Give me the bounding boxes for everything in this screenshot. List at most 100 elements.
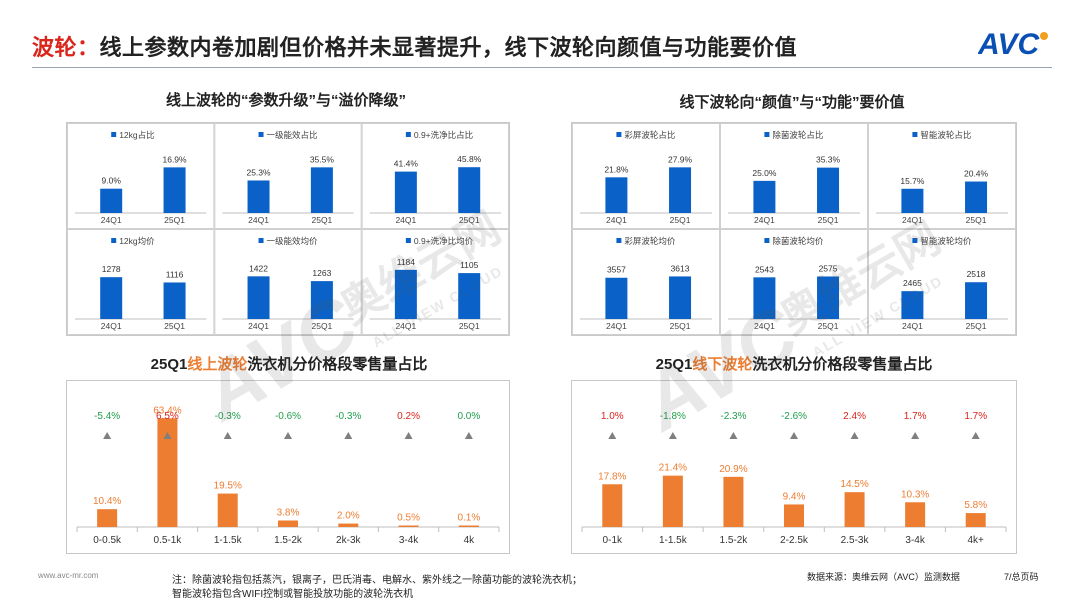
title-main: 线上参数内卷加剧但价格并未显著提升，线下波轮向颜值与功能要价值: [99, 35, 798, 60]
change-label: 2.4%: [843, 411, 866, 422]
mini-chart-frame: [214, 123, 362, 229]
change-marker-icon: [790, 432, 798, 439]
legend-label: 彩屏波轮均价: [624, 236, 676, 246]
bar: [163, 167, 186, 213]
x-tick-label: 25Q1: [311, 215, 332, 225]
data-label: 20.4%: [964, 169, 989, 179]
mini-chart: 除菌波轮均价 2543 24Q1 2575 25Q1: [720, 229, 868, 335]
data-label: 1263: [312, 268, 331, 278]
data-label: 1278: [102, 264, 121, 274]
x-tick-label: 24Q1: [754, 215, 775, 225]
bar: [965, 513, 986, 527]
legend-swatch: [258, 238, 264, 243]
mini-chart-frame: [868, 123, 1016, 229]
data-label: 27.9%: [668, 154, 693, 164]
bar: [394, 269, 417, 319]
legend-swatch: [616, 238, 622, 243]
online-param-panel: 12kg占比 9.0% 24Q1 16.9% 25Q1 一级能效占比 25.3% 24Q1 35…: [66, 122, 510, 336]
data-label: 35.5%: [310, 154, 335, 164]
change-label: -0.3%: [335, 411, 361, 422]
data-label: 2543: [755, 264, 774, 274]
data-label: 10.4%: [93, 496, 121, 507]
website-text: www.avc-mr.com: [38, 571, 99, 580]
mini-chart: 除菌波轮占比 25.0% 24Q1 35.3% 25Q1: [720, 123, 868, 229]
change-marker-icon: [163, 432, 172, 439]
x-tick-label: 3-4k: [399, 535, 419, 546]
x-tick-label: 25Q1: [164, 215, 185, 225]
mini-chart-frame: [361, 229, 509, 335]
mini-chart-frame: [361, 123, 509, 229]
mini-chart-frame: [67, 123, 215, 229]
legend-label: 除菌波轮均价: [772, 236, 824, 246]
x-tick-label: 24Q1: [902, 215, 923, 225]
bar: [217, 493, 238, 527]
bar: [965, 282, 988, 319]
data-label: 9.4%: [783, 491, 806, 502]
x-tick-label: 25Q1: [670, 321, 691, 331]
data-label: 21.8%: [604, 164, 629, 174]
data-label: 1422: [249, 263, 268, 273]
change-marker-icon: [729, 432, 738, 439]
legend-label: 0.9+洗净比占比: [414, 130, 473, 140]
data-label: 25.0%: [752, 168, 777, 178]
change-marker-icon: [608, 432, 617, 439]
change-label: 1.7%: [964, 411, 987, 422]
offline-value-panel: 彩屏波轮占比 21.8% 24Q1 27.9% 25Q1 除菌波轮占比 25.0% 24Q1 3…: [571, 122, 1017, 336]
change-label: -1.8%: [660, 411, 686, 422]
data-source: 数据来源：奥维云网（AVC）监测数据: [807, 572, 960, 582]
legend-label: 12kg均价: [119, 236, 155, 246]
bar: [605, 277, 628, 319]
bar: [817, 167, 840, 213]
legend-swatch: [616, 132, 622, 137]
footnote: 注：除菌波轮指包括蒸汽，银离子，巴氏消毒、电解水、紫外线之一除菌功能的波轮洗衣机…: [172, 574, 582, 602]
x-tick-label: 0.5-1k: [154, 535, 183, 546]
x-tick-label: 0-1k: [603, 535, 623, 546]
offline-price-title-b: 线下波轮: [692, 356, 753, 373]
bar: [965, 181, 988, 213]
x-tick-label: 4k+: [968, 535, 985, 546]
data-label: 16.9%: [162, 154, 187, 164]
footnote-line-2: 智能波轮指包含WIFI控制或智能投放功能的波轮洗衣机: [172, 589, 414, 600]
change-marker-icon: [404, 432, 413, 439]
section-title-online: 线上波轮的“参数升级”与“溢价降级”: [165, 92, 407, 109]
bar: [394, 171, 417, 213]
legend-label: 智能波轮占比: [920, 130, 971, 140]
mini-chart: 12kg均价 1278 24Q1 1116 25Q1: [67, 229, 215, 335]
x-tick-label: 1-1.5k: [214, 535, 243, 546]
mini-chart: 0.9+洗净比均价 1184 24Q1 1105 25Q1: [361, 229, 509, 335]
bar: [278, 520, 298, 527]
legend-label: 除菌波轮占比: [772, 130, 823, 140]
data-label: 3613: [671, 263, 690, 273]
online-price-panel: 10.4% 0-0.5k -5.4% 63.4% 0.5-1k 6.5% 19.5% 1-1.…: [66, 380, 510, 554]
change-marker-icon: [344, 432, 353, 439]
mini-chart-frame: [572, 229, 720, 335]
data-label: 25.3%: [246, 167, 271, 177]
change-marker-icon: [850, 432, 859, 439]
mini-chart-frame: [572, 123, 720, 229]
bar: [100, 188, 123, 213]
x-tick-label: 24Q1: [101, 321, 122, 331]
change-label: -2.6%: [781, 411, 807, 422]
data-label: 2.0%: [337, 511, 360, 522]
x-tick-label: 0-0.5k: [93, 535, 122, 546]
bar: [669, 167, 692, 213]
data-label: 14.5%: [840, 479, 868, 490]
x-tick-label: 25Q1: [670, 215, 691, 225]
change-label: 0.2%: [397, 411, 420, 422]
x-tick-label: 25Q1: [818, 215, 839, 225]
mini-chart: 彩屏波轮均价 3557 24Q1 3613 25Q1: [572, 229, 720, 335]
data-label: 5.8%: [964, 500, 987, 511]
bar: [398, 525, 419, 527]
x-tick-label: 24Q1: [248, 321, 269, 331]
page-number: 7/总页码: [1004, 572, 1039, 582]
online-price-title-c: 洗衣机分价格段零售量占比: [247, 356, 428, 373]
offline-price-panel: 17.8% 0-1k 1.0% 21.4% 1-1.5k -1.8% 20.9% 1.5-2k…: [571, 380, 1017, 554]
x-tick-label: 24Q1: [395, 215, 416, 225]
bar: [458, 525, 479, 527]
change-marker-icon: [668, 432, 677, 439]
change-marker-icon: [103, 432, 112, 439]
data-label: 35.3%: [816, 155, 841, 165]
mini-chart: 彩屏波轮占比 21.8% 24Q1 27.9% 25Q1: [572, 123, 720, 229]
mini-chart-grid: 12kg占比 9.0% 24Q1 16.9% 25Q1 一级能效占比 25.3% 24Q1 35…: [67, 123, 509, 335]
